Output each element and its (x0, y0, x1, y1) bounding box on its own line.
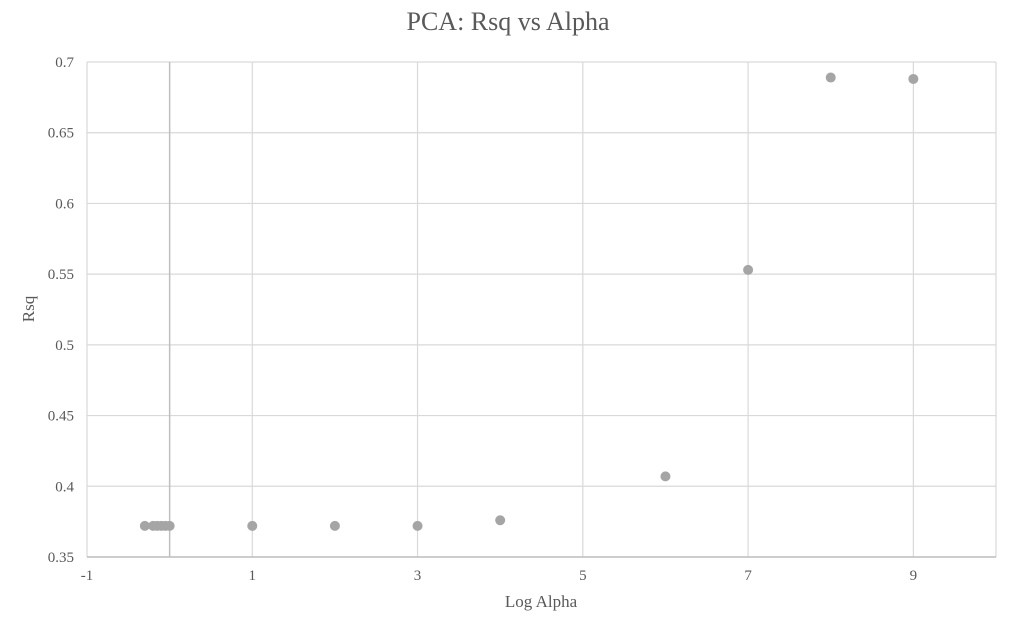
scatter-point (908, 73, 919, 84)
scatter-point (743, 264, 754, 275)
y-tick-label: 0.4 (55, 479, 74, 495)
x-tick-label: -1 (81, 568, 94, 584)
y-tick-label: 0.5 (55, 338, 74, 354)
tick-labels: 0.35 0.4 0.45 0.5 0.55 0.6 0.65 0.7 -1 1 3 5 7 9 (48, 55, 917, 584)
scatter-point (825, 72, 836, 83)
y-tick-label: 0.35 (48, 550, 74, 566)
x-axis-label: Log Alpha (505, 592, 578, 611)
data-points (139, 72, 919, 531)
scatter-point (139, 520, 150, 531)
scatter-point (495, 515, 506, 526)
y-axis-label: Rsq (19, 295, 38, 322)
scatter-point (164, 520, 175, 531)
axes (86, 62, 996, 558)
scatter-point (329, 520, 340, 531)
x-tick-label: 7 (744, 568, 752, 584)
gridlines (87, 61, 997, 558)
y-tick-label: 0.7 (55, 55, 74, 71)
x-tick-label: 9 (910, 568, 918, 584)
scatter-point (660, 471, 671, 482)
y-tick-label: 0.6 (55, 196, 74, 212)
y-tick-label: 0.45 (48, 409, 74, 425)
x-tick-label: 5 (579, 568, 587, 584)
y-tick-label: 0.55 (48, 267, 74, 283)
x-tick-label: 3 (414, 568, 422, 584)
scatter-point (247, 520, 258, 531)
chart-title: PCA: Rsq vs Alpha (407, 7, 610, 36)
y-tick-label: 0.65 (48, 126, 74, 142)
x-tick-label: 1 (249, 568, 257, 584)
scatter-point (412, 520, 423, 531)
